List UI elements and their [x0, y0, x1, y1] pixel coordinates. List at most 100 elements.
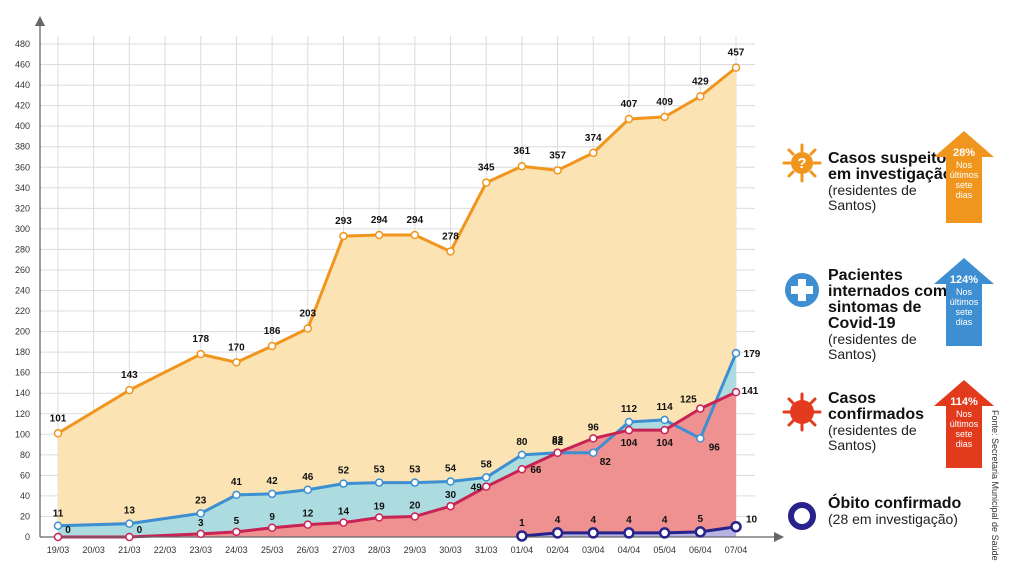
data-label-internados: 53 — [374, 465, 386, 476]
data-label-obitos: 4 — [626, 515, 632, 526]
point-confirmados — [339, 518, 348, 527]
y-tick-label: 60 — [20, 470, 30, 480]
data-label-internados: 13 — [124, 506, 136, 517]
data-label-internados: 46 — [302, 472, 314, 483]
x-tick-label: 24/03 — [225, 545, 248, 555]
x-tick-label: 25/03 — [261, 545, 284, 555]
y-tick-label: 240 — [15, 286, 30, 296]
x-tick-label: 05/04 — [653, 545, 676, 555]
data-label-internados: 179 — [744, 349, 761, 360]
point-obitos — [587, 527, 600, 539]
legend-obitos-title-text: Óbito confirmado — [828, 495, 962, 512]
point-internados — [589, 448, 598, 458]
data-label-internados: 96 — [709, 442, 721, 453]
plus-cross-icon — [785, 273, 819, 307]
data-label-suspeitos: 294 — [406, 215, 423, 226]
y-tick-label: 160 — [15, 368, 30, 378]
legend-suspeitos-title-text: Casos suspeitos em investigação — [828, 150, 956, 183]
legend-internados-sub: (residentes de Santos) — [828, 331, 917, 362]
legend-suspeitos-arrow: 28% Nos últimos sete dias — [934, 131, 994, 228]
x-tick-label: 28/03 — [368, 545, 391, 555]
y-tick-label: 440 — [15, 80, 30, 90]
x-tick-label: 21/03 — [118, 545, 141, 555]
point-confirmados — [125, 532, 134, 542]
point-suspeitos — [196, 349, 205, 359]
legend-internados: Pacientes internados com sintomas de Cov… — [782, 258, 1012, 362]
data-label-confirmados: 66 — [530, 465, 542, 476]
point-confirmados — [660, 425, 669, 435]
area-suspeitos — [58, 67, 736, 537]
data-label-confirmados: 14 — [338, 507, 350, 518]
point-suspeitos — [232, 358, 241, 367]
point-internados — [660, 415, 669, 425]
point-internados — [696, 434, 705, 443]
legend-obitos-sub: (28 em investigação) — [828, 511, 958, 527]
y-tick-label: 100 — [15, 429, 30, 439]
point-suspeitos — [53, 429, 63, 438]
point-obitos — [694, 526, 707, 538]
data-label-internados: 53 — [409, 465, 421, 476]
chart-areas — [58, 67, 736, 537]
legend-confirmados: Casos confirmados (residentes de Santos)… — [782, 380, 1012, 472]
data-label-confirmados: 5 — [234, 516, 240, 527]
x-tick-label: 23/03 — [189, 545, 212, 555]
point-suspeitos — [660, 112, 669, 122]
point-suspeitos — [125, 385, 134, 395]
y-tick-label: 480 — [15, 39, 30, 49]
point-internados — [339, 479, 348, 488]
x-tick-label: 29/03 — [404, 545, 427, 555]
point-internados — [303, 485, 313, 495]
x-tick-label: 04/04 — [618, 545, 641, 555]
point-suspeitos — [267, 341, 277, 351]
point-suspeitos — [731, 63, 741, 72]
data-label-suspeitos: 429 — [692, 76, 709, 87]
data-label-internados: 54 — [445, 464, 457, 475]
point-obitos — [623, 527, 635, 539]
data-label-internados: 42 — [267, 476, 279, 487]
up-arrow-icon — [934, 258, 994, 346]
point-internados — [517, 450, 527, 460]
legend-confirmados-note: Nos últimos sete dias — [949, 409, 979, 449]
x-tick-label: 02/04 — [546, 545, 569, 555]
data-label-confirmados: 125 — [680, 395, 697, 406]
legend-confirmados-arrow: 114% Nos últimos sete dias — [934, 380, 994, 477]
data-label-suspeitos: 357 — [549, 150, 566, 161]
legend-confirmados-title: Casos confirmados (residentes de Santos) — [828, 391, 968, 453]
data-label-suspeitos: 101 — [50, 413, 67, 424]
legend-suspeitos: ? Casos suspeitos em investigação (resid… — [782, 131, 1012, 233]
y-tick-label: 380 — [15, 142, 30, 152]
data-label-confirmados: 104 — [621, 438, 638, 449]
point-suspeitos — [410, 230, 420, 240]
x-tick-label: 20/03 — [82, 545, 105, 555]
point-suspeitos — [481, 178, 491, 187]
data-label-suspeitos: 345 — [478, 163, 495, 174]
svg-text:?: ? — [797, 155, 806, 172]
point-internados — [53, 521, 63, 530]
data-label-suspeitos: 374 — [585, 133, 602, 144]
data-label-confirmados: 96 — [588, 422, 600, 433]
data-label-confirmados: 12 — [302, 509, 314, 520]
point-confirmados — [624, 425, 634, 435]
data-label-confirmados: 3 — [198, 518, 204, 529]
legend-obitos-title: Óbito confirmado (28 em investigação) — [828, 496, 968, 527]
y-tick-label: 460 — [15, 60, 30, 70]
data-label-suspeitos: 203 — [299, 309, 316, 320]
y-tick-label: 20 — [20, 511, 30, 521]
line-confirmados — [58, 390, 737, 539]
data-label-confirmados: 9 — [269, 512, 275, 523]
data-label-confirmados: 0 — [137, 525, 143, 536]
point-obitos — [551, 527, 564, 539]
point-suspeitos — [339, 231, 348, 241]
data-label-internados: 11 — [53, 509, 64, 520]
y-tick-label: 200 — [15, 327, 30, 337]
point-confirmados — [267, 523, 277, 533]
x-tick-label: 26/03 — [297, 545, 320, 555]
up-arrow-icon — [934, 380, 994, 468]
point-confirmados — [53, 532, 63, 542]
data-label-suspeitos: 361 — [514, 146, 531, 157]
x-tick-label: 27/03 — [332, 545, 355, 555]
point-internados — [731, 348, 741, 358]
y-tick-label: 400 — [15, 121, 30, 131]
legend-suspeitos-pct: 28% — [952, 147, 976, 159]
